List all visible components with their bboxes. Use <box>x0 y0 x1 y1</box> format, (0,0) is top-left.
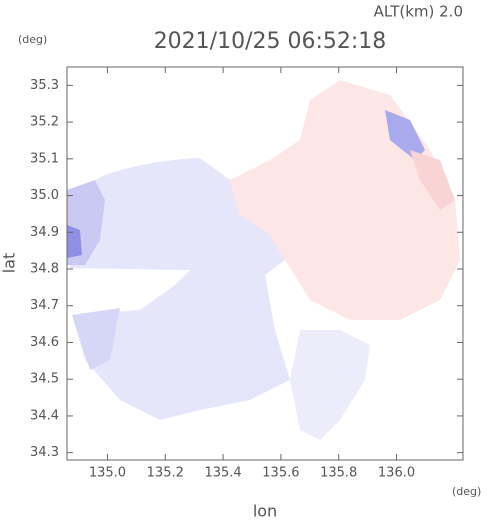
x-tick-label: 135.0 <box>89 466 126 481</box>
y-tick-label: 34.8 <box>30 262 59 277</box>
y-tick-label: 34.5 <box>30 372 59 387</box>
x-unit: (deg) <box>452 485 481 498</box>
x-tick-label: 136.0 <box>378 466 415 481</box>
y-axis-label: lat <box>0 253 19 274</box>
x-axis-label: lon <box>253 502 277 521</box>
chart-title: 2021/10/25 06:52:18 <box>154 29 387 54</box>
y-tick-label: 34.6 <box>30 335 59 350</box>
y-tick-label: 35.2 <box>30 115 59 130</box>
altitude-annotation: ALT(km) 2.0 <box>374 3 463 21</box>
y-tick-label: 34.3 <box>30 445 59 460</box>
radar-field <box>67 80 460 440</box>
x-tick-label: 135.4 <box>204 466 241 481</box>
y-tick-label: 34.4 <box>30 408 59 423</box>
y-unit: (deg) <box>18 33 47 46</box>
x-tick-label: 135.8 <box>320 466 357 481</box>
y-tick-label: 34.7 <box>30 298 59 313</box>
plot-frame <box>66 66 464 461</box>
y-tick-label: 34.9 <box>30 225 59 240</box>
y-tick-label: 35.3 <box>30 78 59 93</box>
x-tick-label: 135.2 <box>147 466 184 481</box>
y-tick-label: 35.1 <box>30 151 59 166</box>
y-tick-label: 35.0 <box>30 188 59 203</box>
x-tick-label: 135.6 <box>262 466 299 481</box>
